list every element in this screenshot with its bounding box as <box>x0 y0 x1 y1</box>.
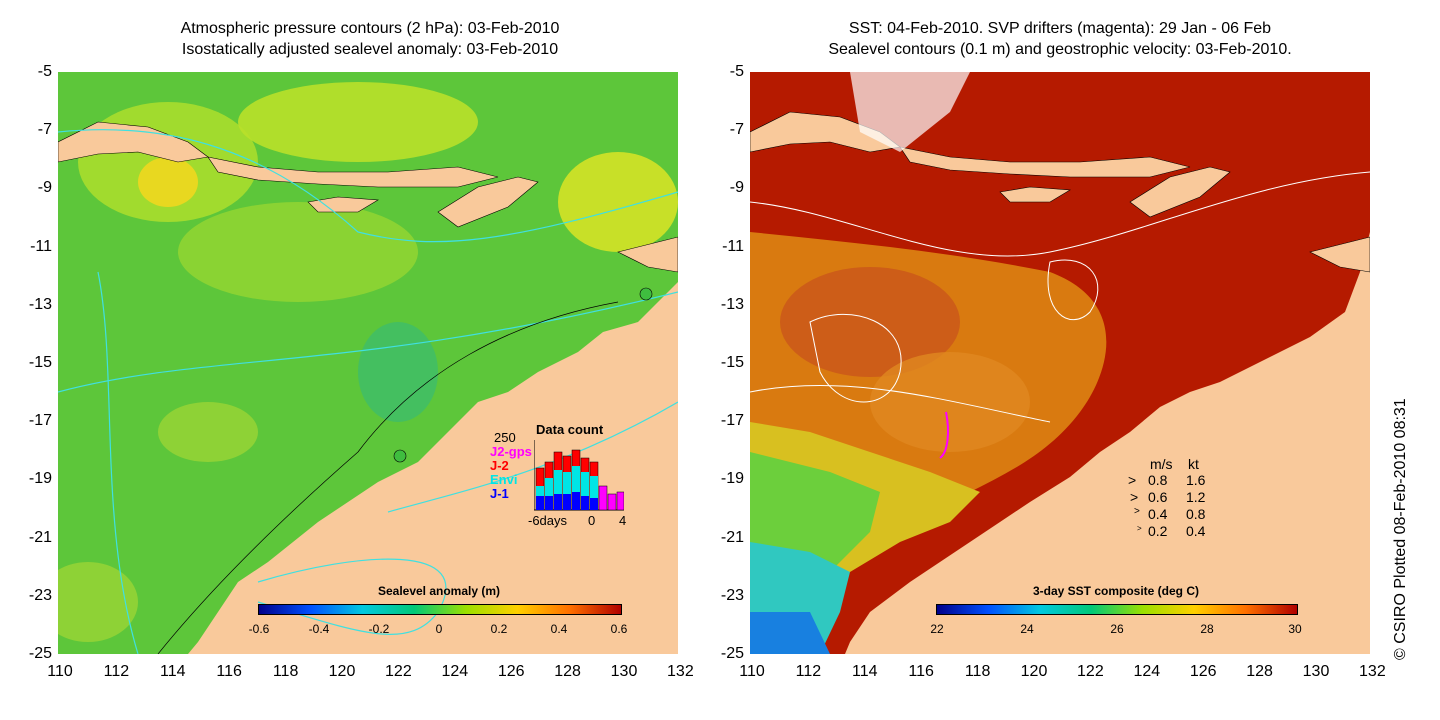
velocity-legend-ms: 0.8 <box>1148 472 1168 488</box>
left-cbar-tick: 0.4 <box>550 622 568 636</box>
lat-tick-label: -19 <box>720 470 744 488</box>
lat-tick-label: -7 <box>37 121 52 139</box>
right-cbar-tick: 28 <box>1200 622 1214 636</box>
copyright-text: © CSIRO Plotted 08-Feb-2010 08:31 <box>1392 398 1409 660</box>
right-cbar-tick: 26 <box>1110 622 1124 636</box>
left-title-line1: Atmospheric pressure contours (2 hPa): 0… <box>180 20 560 37</box>
lon-tick-label: 112 <box>795 663 822 680</box>
right-colorbar-title: 3-day SST composite (deg C) <box>1032 584 1200 598</box>
left-cbar-tick: -0.2 <box>368 622 390 636</box>
lat-tick-label: -23 <box>28 586 52 604</box>
lat-tick-label: -15 <box>720 354 744 371</box>
lon-tick-label: 112 <box>103 663 130 680</box>
lon-tick-label: 122 <box>1077 663 1104 680</box>
left-cbar-tick: 0.6 <box>610 622 628 636</box>
velocity-legend-header-ms: m/s <box>1150 456 1173 472</box>
inset-series-j2gps: J2-gps <box>490 444 532 459</box>
lon-tick-label: 126 <box>497 663 525 680</box>
lat-tick-label: -7 <box>729 121 744 139</box>
lon-tick-label: 132 <box>1359 663 1386 680</box>
lon-tick-label: 114 <box>852 663 878 680</box>
lat-tick-label: -25 <box>720 645 744 662</box>
lat-tick-label: -17 <box>720 412 744 430</box>
left-title: Atmospheric pressure contours (2 hPa): 0… <box>60 18 680 60</box>
lon-tick-label: 120 <box>328 663 356 680</box>
right-cbar-tick: 24 <box>1020 622 1034 636</box>
inset-title: Data count <box>536 422 604 437</box>
sealevel-anomaly-map <box>58 72 678 654</box>
lat-tick-label: -21 <box>28 528 52 546</box>
velocity-legend-arrow-icon: > <box>1130 489 1139 505</box>
lat-tick-label: -23 <box>720 586 744 604</box>
left-cbar-tick: 0 <box>435 622 443 636</box>
inset-x-mid: 0 <box>588 513 596 528</box>
lon-tick-label: 122 <box>385 663 412 680</box>
lon-tick-label: 130 <box>610 663 638 680</box>
left-cbar-tick: -0.4 <box>308 622 330 636</box>
lon-tick-label: 128 <box>1246 663 1273 680</box>
lon-tick-label: 120 <box>1020 663 1048 680</box>
lon-tick-label: 126 <box>1189 663 1217 680</box>
lat-tick-label: -15 <box>28 354 52 371</box>
lon-tick-label: 124 <box>1133 663 1161 680</box>
velocity-legend-ms: 0.4 <box>1148 506 1168 522</box>
right-colorbar <box>936 604 1298 615</box>
lon-tick-label: 116 <box>216 663 242 680</box>
left-colorbar <box>258 604 622 615</box>
lon-tick-label: 114 <box>160 663 186 680</box>
lat-tick-label: -21 <box>720 528 744 546</box>
lat-tick-label: -9 <box>729 179 744 197</box>
left-cbar-tick: -0.6 <box>248 622 270 636</box>
left-colorbar-title: Sealevel anomaly (m) <box>377 584 501 598</box>
lon-tick-label: 110 <box>739 663 765 680</box>
lat-tick-label: -13 <box>720 295 744 313</box>
right-cbar-tick: 30 <box>1288 622 1302 636</box>
inset-series-j2: J-2 <box>490 458 509 473</box>
velocity-legend-header-kt: kt <box>1188 456 1199 472</box>
right-title-line2: Sealevel contours (0.1 m) and geostrophi… <box>828 41 1292 58</box>
velocity-legend-kt: 0.4 <box>1186 523 1206 539</box>
lat-tick-label: -13 <box>28 295 52 313</box>
inset-series-envi: Envi <box>490 472 518 487</box>
data-count-histogram <box>534 440 624 511</box>
inset-series-j1: J-1 <box>490 486 509 501</box>
lat-tick-label: -19 <box>28 470 52 488</box>
lon-tick-label: 118 <box>272 663 299 680</box>
lat-tick-label: -25 <box>28 645 52 662</box>
lat-tick-label: -11 <box>722 237 744 255</box>
lat-tick-label: -5 <box>37 63 52 80</box>
inset-x-left: -6days <box>528 513 568 528</box>
lon-tick-label: 124 <box>441 663 469 680</box>
lat-tick-label: -9 <box>37 179 52 197</box>
right-title-line1: SST: 04-Feb-2010. SVP drifters (magenta)… <box>848 20 1272 37</box>
velocity-legend-kt: 1.2 <box>1186 489 1206 505</box>
velocity-legend-ms: 0.2 <box>1148 523 1168 539</box>
velocity-legend-arrow-icon: > <box>1134 506 1140 517</box>
lat-tick-label: -5 <box>729 63 744 80</box>
lat-tick-label: -17 <box>28 412 52 430</box>
sst-map <box>750 72 1370 654</box>
lon-tick-label: 128 <box>554 663 581 680</box>
velocity-legend-arrow-icon: > <box>1137 524 1142 533</box>
lon-tick-label: 116 <box>908 663 934 680</box>
right-cbar-tick: 22 <box>930 622 944 636</box>
velocity-legend-arrow-icon: > <box>1128 472 1137 488</box>
velocity-legend-kt: 1.6 <box>1186 472 1206 488</box>
left-cbar-tick: 0.2 <box>490 622 508 636</box>
lon-tick-label: 130 <box>1302 663 1330 680</box>
velocity-legend-kt: 0.8 <box>1186 506 1206 522</box>
velocity-legend-ms: 0.6 <box>1148 489 1168 505</box>
inset-x-right: 4 <box>619 513 627 528</box>
left-title-line2: Isostatically adjusted sealevel anomaly:… <box>181 41 559 58</box>
lon-tick-label: 110 <box>47 663 73 680</box>
lon-tick-label: 118 <box>964 663 991 680</box>
lat-tick-label: -11 <box>30 237 52 255</box>
lon-tick-label: 132 <box>667 663 694 680</box>
inset-max-label: 250 <box>494 430 516 445</box>
right-title: SST: 04-Feb-2010. SVP drifters (magenta)… <box>750 18 1370 60</box>
